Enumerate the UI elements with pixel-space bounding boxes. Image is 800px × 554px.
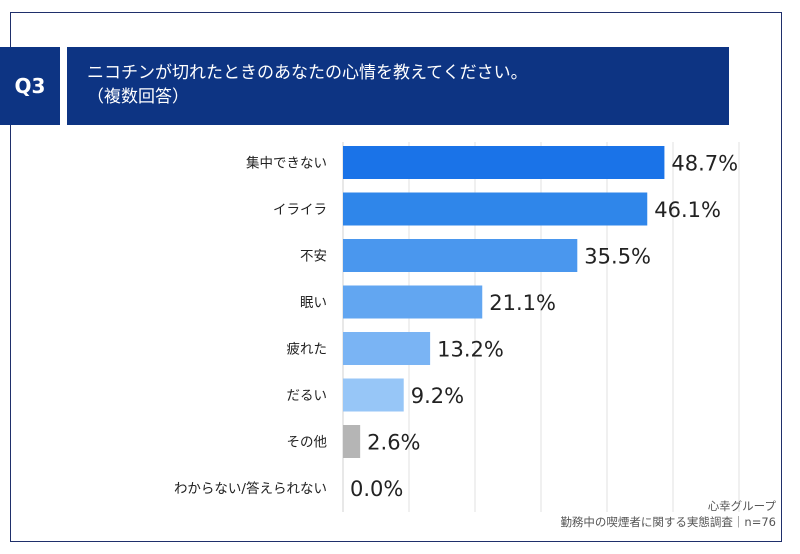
question-number-badge: Q3 [0, 47, 60, 125]
category-label: 疲れた [287, 341, 328, 358]
question-note: （複数回答） [87, 87, 189, 107]
bar [343, 146, 665, 179]
bar [343, 378, 404, 412]
question-title-box: ニコチンが切れたときのあなたの心情を教えてください。 （複数回答） [67, 47, 729, 125]
source-note: 心幸グループ 勤務中の喫煙者に関する実態調査｜n=76 [560, 498, 776, 530]
bar [343, 285, 483, 319]
data-label: 35.5% [584, 245, 651, 269]
data-label: 9.2% [411, 384, 464, 408]
chart-frame [10, 12, 782, 542]
category-label: その他 [287, 435, 328, 451]
category-label: 集中できない [246, 156, 327, 172]
category-label: わからない/答えられない [174, 480, 327, 497]
data-label: 21.1% [489, 291, 556, 315]
bar [343, 425, 361, 458]
data-label: 2.6% [367, 431, 420, 455]
data-label: 46.1% [654, 198, 721, 222]
data-label: 13.2% [437, 338, 504, 362]
bar [343, 239, 578, 272]
category-label: イライラ [273, 202, 327, 218]
question-text: ニコチンが切れたときのあなたの心情を教えてください。 [87, 63, 528, 83]
data-label: 48.7% [671, 152, 738, 176]
category-label: だるい [287, 388, 328, 404]
bar [343, 192, 648, 226]
data-label: 0.0% [350, 477, 403, 501]
source-org: 心幸グループ [707, 499, 776, 513]
category-label: 眠い [300, 295, 327, 311]
bar [343, 332, 431, 365]
source-survey: 勤務中の喫煙者に関する実態調査｜n=76 [560, 515, 776, 529]
category-label: 不安 [300, 249, 327, 265]
